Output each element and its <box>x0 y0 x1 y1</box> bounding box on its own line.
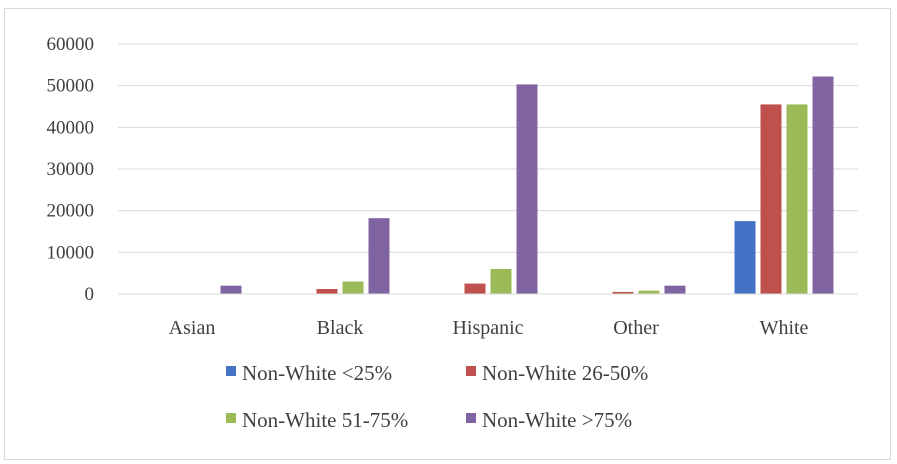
bar-black-series-4 <box>368 218 390 294</box>
x-tick-label: Black <box>317 317 364 339</box>
bar-other-series-4 <box>664 285 686 294</box>
bar-hispanic-series-3 <box>490 269 512 294</box>
bar-white-series-2 <box>760 104 782 295</box>
legend-swatch <box>226 366 236 376</box>
legend-swatch <box>466 413 476 423</box>
legend-label: Non-White 51-75% <box>242 408 408 432</box>
legend-label: Non-White 26-50% <box>482 361 648 385</box>
y-tick-label: 40000 <box>47 117 95 138</box>
bar-white-series-3 <box>786 104 808 295</box>
bar-white-series-1 <box>734 221 756 294</box>
y-tick-label: 0 <box>85 284 95 305</box>
x-tick-label: Asian <box>169 317 216 339</box>
bar-black-series-2 <box>316 289 338 294</box>
y-tick-label: 10000 <box>47 242 95 263</box>
y-tick-label: 30000 <box>47 159 95 180</box>
bar-white-series-4 <box>812 76 834 294</box>
y-tick-label: 50000 <box>47 76 95 97</box>
bar-hispanic-series-4 <box>516 84 538 295</box>
x-tick-label: White <box>760 317 809 339</box>
bar-asian-series-4 <box>220 285 242 294</box>
bar-black-series-3 <box>342 281 364 294</box>
x-tick-label: Hispanic <box>452 317 523 339</box>
y-tick-label: 60000 <box>47 34 95 55</box>
x-axis: Asian Black Hispanic Other White <box>169 317 809 339</box>
legend-swatch <box>226 413 236 423</box>
legend-label: Non-White >75% <box>482 408 632 432</box>
bar-other-series-2 <box>612 291 634 294</box>
bars <box>220 76 834 295</box>
y-tick-label: 20000 <box>47 201 95 222</box>
y-axis: 0 10000 20000 30000 40000 50000 60000 <box>47 34 95 305</box>
legend: Non-White <25% Non-White 26-50% Non-White … <box>226 361 648 432</box>
legend-label: Non-White <25% <box>242 361 392 385</box>
bar-hispanic-series-2 <box>464 283 486 294</box>
x-tick-label: Other <box>613 317 659 339</box>
legend-swatch <box>466 366 476 376</box>
bar-other-series-3 <box>638 290 660 294</box>
